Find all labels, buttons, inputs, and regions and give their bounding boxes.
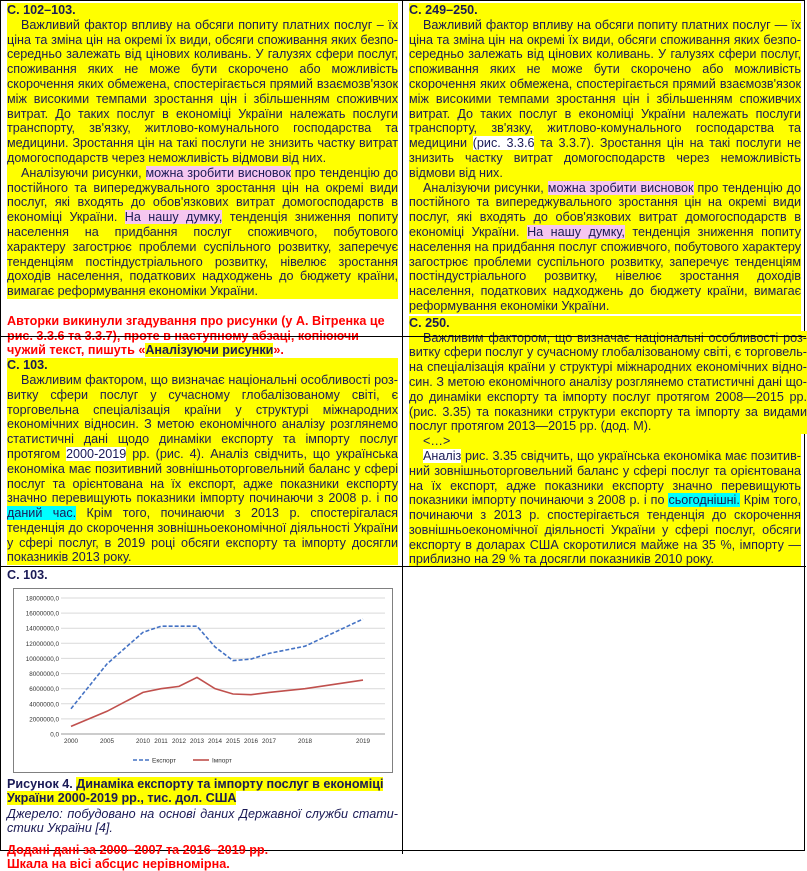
svg-text:8000000,0: 8000000,0 — [29, 671, 59, 678]
svg-text:Імпорт: Імпорт — [212, 758, 232, 765]
svg-text:6000000,0: 6000000,0 — [29, 686, 59, 693]
svg-text:2016: 2016 — [243, 738, 258, 745]
svg-text:2014: 2014 — [207, 738, 222, 745]
svg-text:12000000,0: 12000000,0 — [25, 641, 59, 648]
svg-text:2011: 2011 — [154, 738, 168, 745]
svg-text:2012: 2012 — [171, 738, 186, 745]
svg-text:2013: 2013 — [189, 738, 204, 745]
svg-text:2017: 2017 — [261, 738, 276, 745]
svg-text:4000000,0: 4000000,0 — [29, 701, 59, 708]
svg-text:0,0: 0,0 — [50, 732, 59, 739]
svg-text:2000: 2000 — [63, 738, 78, 745]
svg-text:10000000,0: 10000000,0 — [25, 656, 59, 663]
svg-text:2005: 2005 — [99, 738, 114, 745]
svg-text:2019: 2019 — [355, 738, 370, 745]
svg-text:14000000,0: 14000000,0 — [25, 626, 59, 633]
svg-text:2000000,0: 2000000,0 — [29, 716, 59, 723]
svg-text:Експорт: Експорт — [152, 758, 176, 765]
svg-text:2010: 2010 — [135, 738, 150, 745]
svg-text:16000000,0: 16000000,0 — [25, 611, 59, 618]
svg-text:18000000,0: 18000000,0 — [25, 596, 59, 603]
svg-text:2018: 2018 — [297, 738, 312, 745]
svg-text:2015: 2015 — [225, 738, 240, 745]
